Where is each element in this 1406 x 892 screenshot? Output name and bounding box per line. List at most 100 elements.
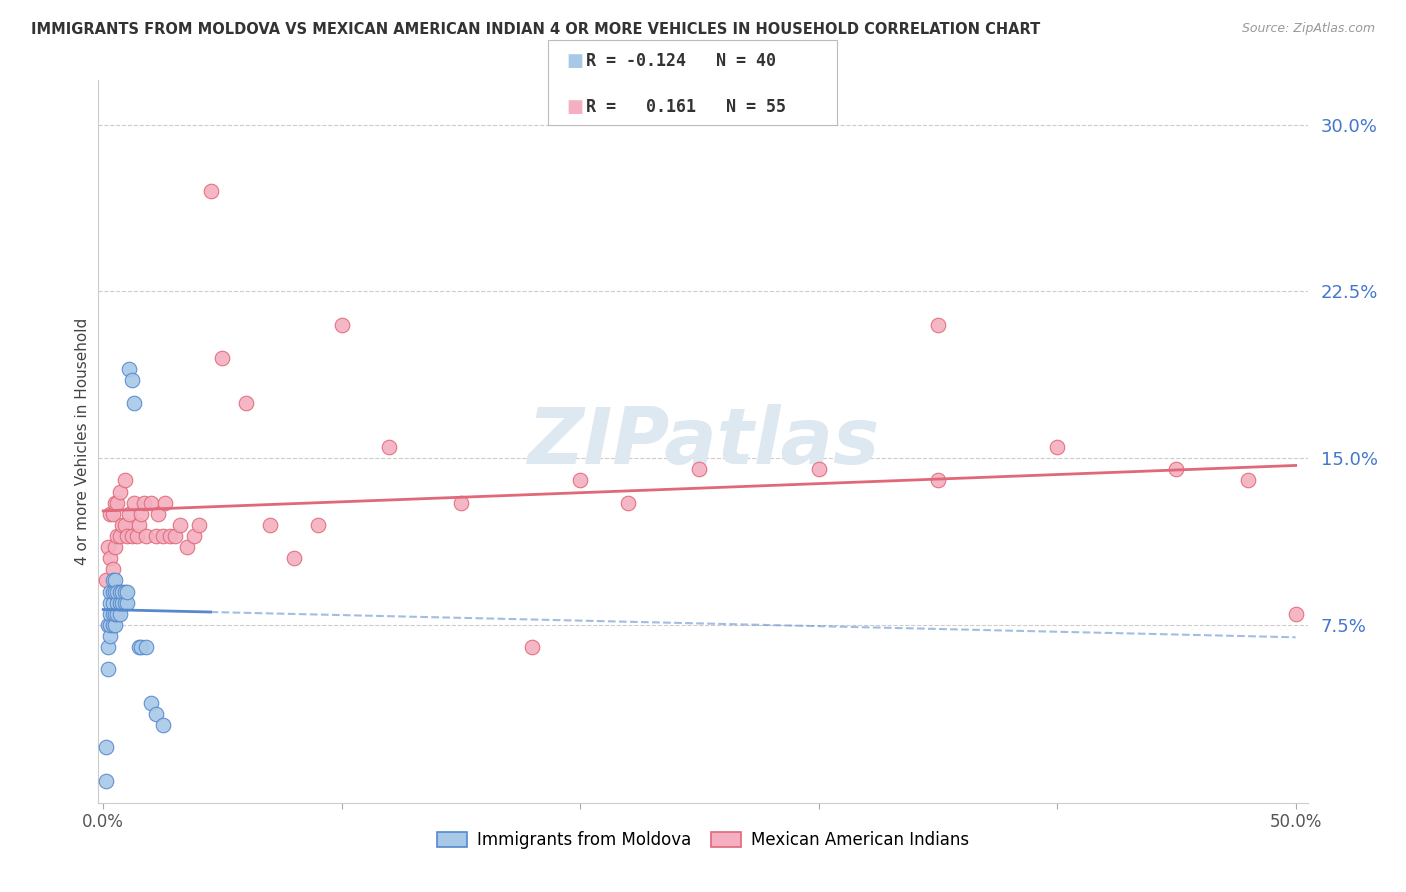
Point — [307, 517, 329, 532]
Point — [235, 395, 257, 409]
Point — [131, 507, 153, 521]
Point — [94, 574, 117, 588]
Point — [104, 496, 127, 510]
Point — [122, 496, 145, 510]
Point — [131, 640, 153, 655]
Point — [139, 696, 162, 710]
Point — [617, 496, 640, 510]
Point — [121, 529, 143, 543]
Point — [1166, 462, 1188, 476]
Point — [152, 718, 174, 732]
Point — [1285, 607, 1308, 621]
Point — [115, 529, 138, 543]
Point — [118, 362, 141, 376]
Point — [569, 474, 592, 488]
Point — [101, 618, 124, 632]
Point — [145, 529, 167, 543]
Point — [97, 662, 120, 676]
Point — [98, 629, 121, 643]
Point — [101, 596, 124, 610]
Point — [101, 574, 124, 588]
Point — [101, 607, 124, 621]
Y-axis label: 4 or more Vehicles in Household: 4 or more Vehicles in Household — [75, 318, 90, 566]
Point — [94, 740, 117, 755]
Point — [107, 584, 129, 599]
Point — [378, 440, 401, 454]
Point — [330, 318, 353, 332]
Point — [98, 584, 121, 599]
Point — [125, 529, 148, 543]
Point — [107, 496, 129, 510]
Point — [135, 529, 157, 543]
Point — [98, 507, 121, 521]
Point — [98, 596, 121, 610]
Point — [132, 496, 155, 510]
Point — [927, 318, 949, 332]
Point — [101, 507, 124, 521]
Point — [187, 517, 209, 532]
Point — [145, 706, 167, 721]
Point — [101, 562, 124, 576]
Point — [176, 540, 198, 554]
Point — [104, 618, 127, 632]
Point — [104, 540, 127, 554]
Point — [104, 584, 127, 599]
Point — [107, 529, 129, 543]
Point — [118, 507, 141, 521]
Point — [1046, 440, 1069, 454]
Point — [200, 185, 222, 199]
Point — [107, 596, 129, 610]
Point — [111, 596, 134, 610]
Point — [97, 540, 120, 554]
Point — [115, 596, 138, 610]
Point — [108, 584, 131, 599]
Point — [108, 607, 131, 621]
Text: IMMIGRANTS FROM MOLDOVA VS MEXICAN AMERICAN INDIAN 4 OR MORE VEHICLES IN HOUSEHO: IMMIGRANTS FROM MOLDOVA VS MEXICAN AMERI… — [31, 22, 1040, 37]
Point — [108, 596, 131, 610]
Point — [122, 395, 145, 409]
Point — [94, 773, 117, 788]
Text: ■: ■ — [567, 98, 583, 116]
Point — [97, 618, 120, 632]
Point — [108, 529, 131, 543]
Legend: Immigrants from Moldova, Mexican American Indians: Immigrants from Moldova, Mexican America… — [430, 824, 976, 856]
Point — [115, 584, 138, 599]
Point — [121, 373, 143, 387]
Point — [101, 584, 124, 599]
Point — [259, 517, 281, 532]
Point — [183, 529, 205, 543]
Point — [114, 584, 136, 599]
Point — [107, 607, 129, 621]
Text: R =   0.161   N = 55: R = 0.161 N = 55 — [586, 98, 786, 116]
Point — [108, 484, 131, 499]
Point — [152, 529, 174, 543]
Point — [1237, 474, 1260, 488]
Point — [927, 474, 949, 488]
Text: R = -0.124   N = 40: R = -0.124 N = 40 — [586, 52, 776, 70]
Point — [283, 551, 305, 566]
Point — [114, 474, 136, 488]
Point — [111, 517, 134, 532]
Point — [104, 574, 127, 588]
Point — [146, 507, 169, 521]
Point — [169, 517, 191, 532]
Point — [128, 517, 150, 532]
Text: ■: ■ — [567, 52, 583, 70]
Point — [98, 551, 121, 566]
Point — [159, 529, 181, 543]
Point — [163, 529, 186, 543]
Point — [522, 640, 544, 655]
Point — [211, 351, 233, 366]
Point — [807, 462, 830, 476]
Point — [98, 618, 121, 632]
Point — [128, 640, 150, 655]
Point — [97, 640, 120, 655]
Text: Source: ZipAtlas.com: Source: ZipAtlas.com — [1241, 22, 1375, 36]
Text: ZIPatlas: ZIPatlas — [527, 403, 879, 480]
Point — [139, 496, 162, 510]
Point — [450, 496, 472, 510]
Point — [114, 596, 136, 610]
Point — [98, 607, 121, 621]
Point — [688, 462, 710, 476]
Point — [111, 584, 134, 599]
